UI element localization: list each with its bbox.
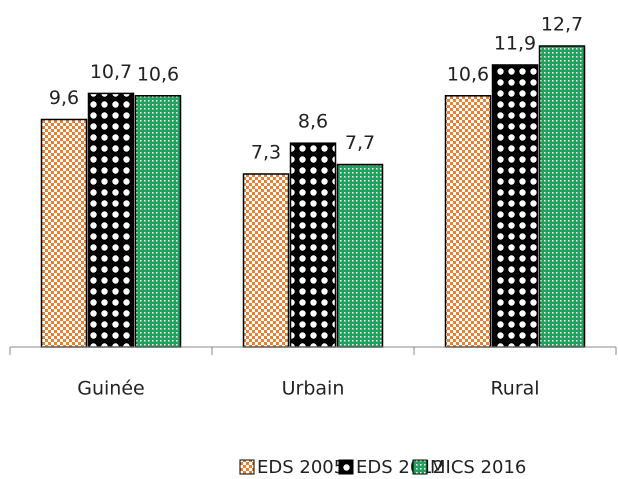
legend-label: EDS 2005 (257, 457, 345, 478)
x-tick-label: Rural (490, 378, 539, 400)
value-label: 8,6 (298, 111, 328, 133)
value-label: 11,9 (494, 32, 536, 54)
value-label: 9,6 (49, 87, 79, 109)
bar (491, 64, 539, 348)
legend-swatch (239, 459, 255, 475)
value-label: 7,3 (251, 141, 281, 163)
value-label: 10,6 (137, 63, 179, 85)
x-tick-label: Guinée (77, 378, 144, 400)
legend-swatch (412, 459, 428, 475)
bar (336, 163, 384, 348)
value-label: 10,7 (90, 61, 132, 83)
bar (134, 95, 182, 348)
bar (289, 142, 337, 348)
value-label: 10,6 (447, 63, 489, 85)
bar (40, 118, 88, 348)
bar (87, 92, 135, 348)
legend-swatch (338, 459, 354, 475)
bar (444, 95, 492, 348)
bar (242, 173, 290, 348)
bar (538, 45, 586, 348)
value-label: 12,7 (541, 14, 583, 36)
legend-label: MICS 2016 (430, 457, 526, 478)
value-label: 7,7 (345, 132, 375, 154)
x-tick-label: Urbain (282, 378, 345, 400)
